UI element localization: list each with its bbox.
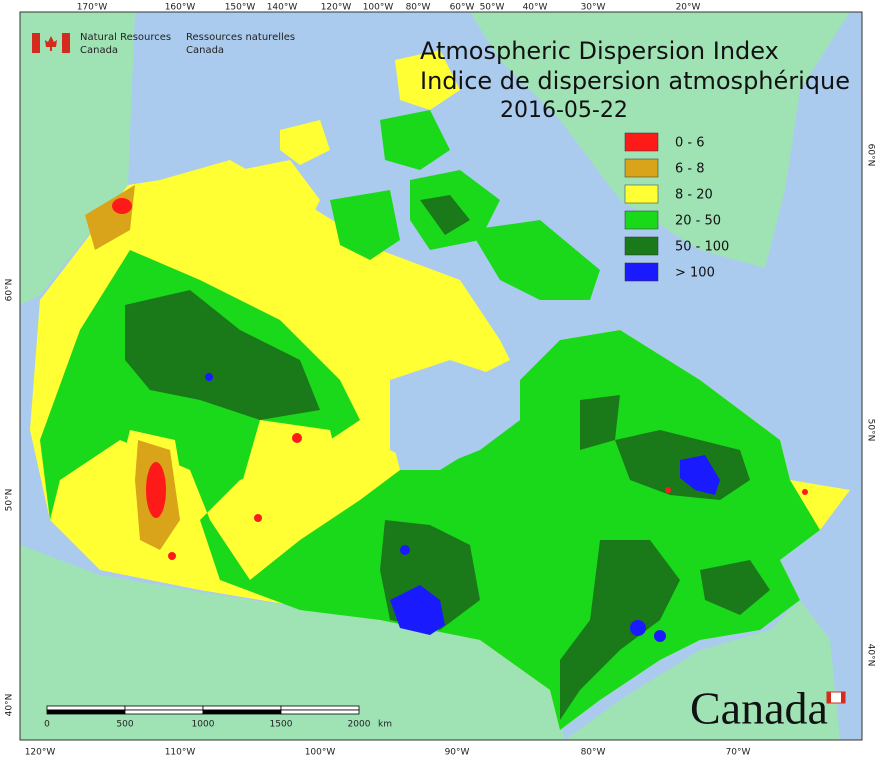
scale-segment — [202, 705, 282, 711]
legend-swatch — [624, 236, 659, 256]
legend-label: 6 - 8 — [675, 162, 705, 177]
frame — [19, 11, 863, 741]
agency-fr: Canada — [186, 45, 224, 56]
legend-label: 50 - 100 — [675, 240, 729, 255]
longitude-label: 120°W — [321, 3, 352, 13]
agency-en: Natural Resources — [80, 32, 171, 43]
maple-leaf — [45, 36, 57, 51]
scale-label: 1000 — [192, 720, 215, 730]
longitude-label: 20°W — [676, 3, 701, 13]
longitude-label: 40°W — [523, 3, 548, 13]
scale-segment — [280, 709, 360, 715]
index-areas — [30, 160, 850, 730]
scale-segment — [124, 705, 204, 711]
scale-segment — [46, 705, 126, 711]
legend-label: > 100 — [675, 266, 715, 281]
legend: 0 - 6 6 - 8 8 - 20 20 - 50 50 - 100 > 100 — [624, 132, 729, 282]
latitude-label: 50°N — [5, 489, 15, 512]
latitude-label: 60°N — [5, 279, 15, 302]
flag-bar — [62, 33, 70, 53]
wordmark-flag — [827, 692, 831, 703]
scale-label: 500 — [116, 720, 133, 730]
latitude-label: 40°N — [866, 644, 876, 667]
scale-segment — [202, 709, 282, 715]
scale-unit: km — [378, 720, 392, 730]
title: Indice de dispersion atmosphérique — [420, 67, 850, 95]
agency-fr: Ressources naturelles — [186, 32, 295, 43]
longitude-label: 50°W — [480, 3, 505, 13]
scale-label: 1500 — [270, 720, 293, 730]
longitude-label: 170°W — [77, 3, 108, 13]
longitude-label: 100°W — [363, 3, 394, 13]
legend-label: 20 - 50 — [675, 214, 721, 229]
date: 2016-05-22 — [500, 98, 628, 123]
longitude-label: 30°W — [581, 3, 606, 13]
scale-segment — [280, 705, 360, 711]
wordmark: Canada — [690, 683, 828, 734]
legend-swatch — [624, 210, 659, 230]
wordmark-flag — [841, 692, 845, 703]
longitude-label: 120°W — [25, 748, 56, 758]
latitude-label: 50°N — [866, 419, 876, 442]
longitude-label: 110°W — [165, 748, 196, 758]
latitude-label: 40°N — [5, 694, 15, 717]
legend-swatch — [624, 158, 659, 178]
legend-swatch — [624, 262, 659, 282]
scale-segment — [46, 709, 126, 715]
graticule-labels: 170°W 160°W 150°W 140°W 120°W 100°W 80°W 60°W 50… — [5, 3, 876, 758]
agency-en: Canada — [80, 45, 118, 56]
legend-swatch — [624, 132, 659, 152]
flag-bar — [32, 33, 40, 53]
longitude-label: 160°W — [165, 3, 196, 13]
latitude-label: 60°N — [866, 144, 876, 167]
foreign-land — [20, 12, 850, 740]
arctic-islands — [180, 50, 600, 300]
longitude-label: 70°W — [726, 748, 751, 758]
longitude-label: 100°W — [305, 748, 336, 758]
hudson-bay — [390, 360, 520, 470]
agency: Natural Resources Canada Ressources natu… — [32, 32, 295, 56]
longitude-label: 80°W — [581, 748, 606, 758]
legend-swatch — [624, 184, 659, 204]
scale-segment — [124, 709, 204, 715]
longitude-label: 140°W — [267, 3, 298, 13]
longitude-label: 80°W — [406, 3, 431, 13]
longitude-label: 60°W — [450, 3, 475, 13]
scale-bar: 0 500 1000 1500 2000 km — [44, 705, 392, 730]
legend-label: 0 - 6 — [675, 136, 705, 151]
legend-label: 8 - 20 — [675, 188, 713, 203]
longitude-label: 150°W — [225, 3, 256, 13]
title: Atmospheric Dispersion Index — [420, 37, 779, 65]
longitude-label: 90°W — [445, 748, 470, 758]
scale-label: 2000 — [348, 720, 371, 730]
scale-label: 0 — [44, 720, 50, 730]
